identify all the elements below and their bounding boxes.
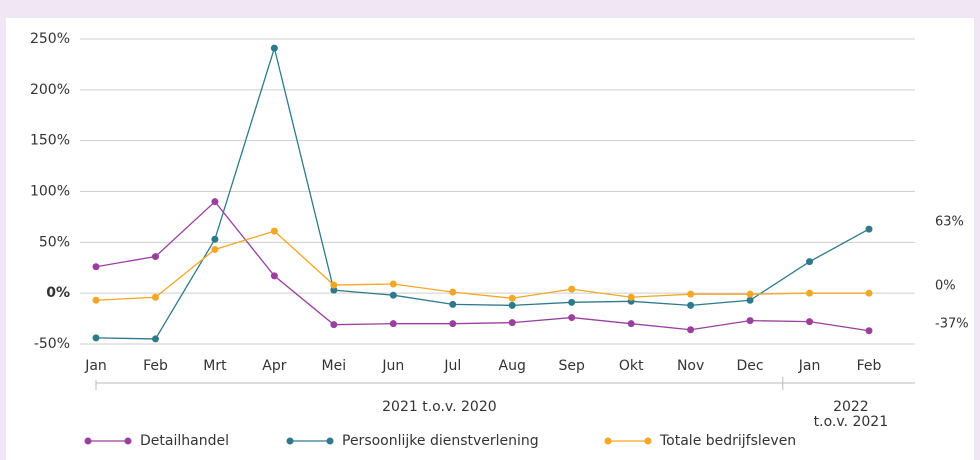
point xyxy=(389,291,397,299)
x-tick-label: Mei xyxy=(322,358,347,374)
legend-dot xyxy=(124,437,132,445)
point xyxy=(389,280,397,288)
point xyxy=(151,293,159,301)
point xyxy=(92,334,100,342)
end-label: 0% xyxy=(935,279,956,294)
point xyxy=(865,225,873,233)
y-tick-label: 250% xyxy=(30,31,70,47)
group-label: 2021 t.o.v. 2020 xyxy=(382,399,497,415)
x-tick-label: Okt xyxy=(619,358,644,374)
point xyxy=(568,314,576,322)
x-tick-label: Jun xyxy=(381,358,404,374)
point xyxy=(151,335,159,343)
legend-label: Detailhandel xyxy=(140,433,229,449)
x-tick-label: Dec xyxy=(737,358,764,374)
point xyxy=(568,298,576,306)
point xyxy=(627,320,635,328)
y-tick-label: 0% xyxy=(46,285,70,301)
point xyxy=(806,289,814,297)
point xyxy=(508,301,516,309)
point xyxy=(746,296,754,304)
end-label: 63% xyxy=(935,215,964,230)
series-line xyxy=(95,200,870,332)
point xyxy=(389,320,397,328)
x-tick-label: Jan xyxy=(798,358,821,374)
legend-dot xyxy=(644,437,652,445)
point xyxy=(806,258,814,266)
point xyxy=(508,294,516,302)
point xyxy=(211,198,219,206)
point xyxy=(270,272,278,280)
point xyxy=(449,288,457,296)
point xyxy=(746,290,754,298)
panel xyxy=(6,18,974,460)
point xyxy=(806,318,814,326)
point xyxy=(270,227,278,235)
x-tick-label: Feb xyxy=(143,358,168,374)
point xyxy=(151,253,159,261)
legend-label: Persoonlijke dienstverlening xyxy=(342,433,539,449)
point xyxy=(449,320,457,328)
y-tick-label: -50% xyxy=(34,336,70,352)
point xyxy=(330,321,338,329)
x-tick-label: Nov xyxy=(677,358,704,374)
point xyxy=(270,44,278,52)
point xyxy=(330,286,338,294)
point xyxy=(92,263,100,271)
y-tick-label: 50% xyxy=(39,234,70,250)
legend-label: Totale bedrijfsleven xyxy=(659,433,796,449)
group-label: 2022 xyxy=(833,399,869,415)
legend-dot xyxy=(326,437,334,445)
series-line xyxy=(95,45,870,340)
point xyxy=(449,300,457,308)
y-tick-label: 150% xyxy=(30,133,70,149)
series-line xyxy=(95,230,869,301)
point xyxy=(746,317,754,325)
x-tick-label: Jul xyxy=(443,358,461,374)
point xyxy=(211,245,219,253)
legend-dot xyxy=(84,437,92,445)
point xyxy=(687,290,695,298)
legend-dot xyxy=(286,437,294,445)
x-tick-label: Feb xyxy=(857,358,882,374)
point xyxy=(687,326,695,334)
point xyxy=(687,301,695,309)
point xyxy=(865,327,873,335)
y-tick-label: 200% xyxy=(30,82,70,98)
point xyxy=(568,285,576,293)
point xyxy=(865,289,873,297)
x-tick-label: Mrt xyxy=(203,358,227,374)
x-tick-label: Aug xyxy=(499,358,526,374)
legend-dot xyxy=(604,437,612,445)
end-label: -37% xyxy=(935,316,969,331)
point xyxy=(330,281,338,289)
y-tick-label: 100% xyxy=(30,184,70,200)
x-tick-label: Sep xyxy=(558,358,585,374)
point xyxy=(211,235,219,243)
group-label: t.o.v. 2021 xyxy=(814,414,888,430)
point xyxy=(92,296,100,304)
point xyxy=(508,319,516,327)
x-tick-label: Jan xyxy=(84,358,107,374)
point xyxy=(627,293,635,301)
x-tick-label: Apr xyxy=(262,358,286,374)
